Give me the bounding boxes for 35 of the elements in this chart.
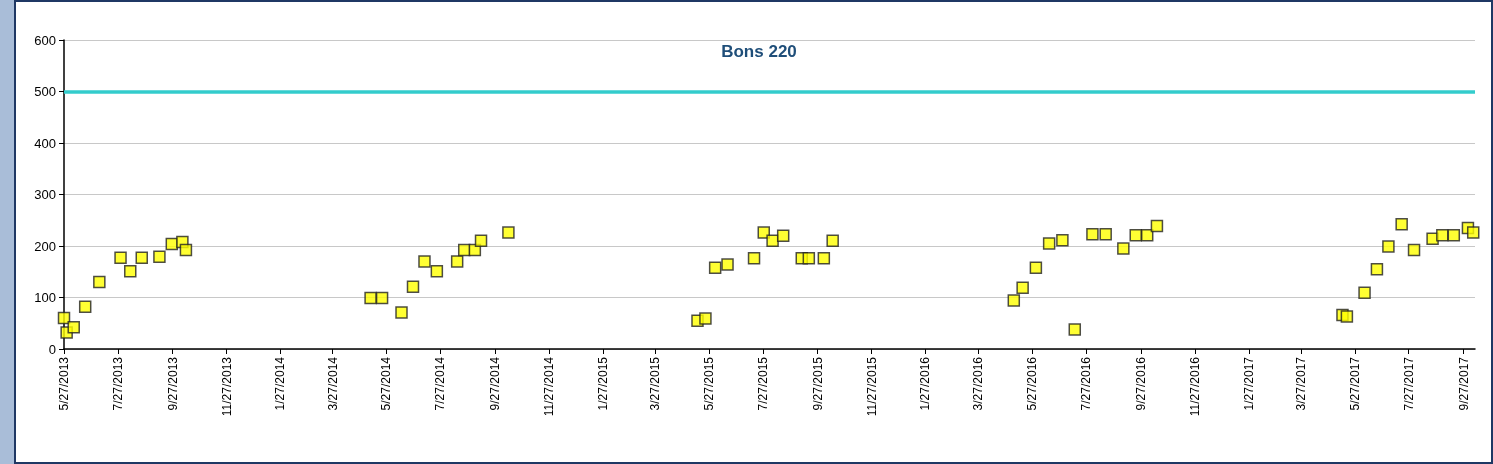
x-tick-label: 7/27/2014 [433,356,448,411]
chart-title: Bons 220 [721,42,797,61]
x-tick-label: 5/27/2016 [1025,356,1040,411]
x-tick-label: 11/27/2016 [1187,356,1202,417]
x-tick-label: 5/27/2017 [1347,356,1362,411]
x-tick-label: 5/27/2013 [57,356,71,411]
x-tick-label: 9/27/2014 [488,356,503,411]
x-tick-label: 3/27/2017 [1293,356,1308,411]
x-tick-label: 11/27/2015 [864,356,879,417]
y-tick-label: 200 [34,238,56,254]
x-tick-label: 5/27/2014 [379,356,394,411]
x-tick-label: 1/27/2017 [1241,356,1256,411]
x-tick-label: 9/27/2017 [1456,356,1471,411]
x-tick-label: 5/27/2015 [701,356,716,411]
x-tick-label: 3/27/2016 [971,356,986,411]
x-tick-label: 1/27/2016 [918,356,933,411]
x-tick-label: 9/27/2015 [810,356,825,411]
x-tick-label: 1/27/2014 [273,356,288,411]
x-tick-label: 7/27/2013 [110,356,125,411]
x-tick-label: 3/27/2015 [648,356,663,411]
x-tick-label: 7/27/2016 [1079,356,1094,411]
y-tick-label: 0 [48,341,56,357]
x-tick-label: 11/27/2013 [219,356,234,417]
y-tick-label: 600 [34,32,56,48]
x-tick-label: 3/27/2014 [325,356,340,411]
x-tick-label: 1/27/2015 [595,356,610,411]
x-tick-label: 11/27/2014 [542,356,557,417]
x-tick-label: 7/27/2015 [755,356,770,411]
y-tick-label: 400 [34,135,56,151]
x-tick-label: 9/27/2016 [1134,356,1149,411]
y-tick-label: 500 [34,84,56,99]
x-tick-label: 9/27/2013 [165,356,180,411]
x-tick-label: 7/27/2017 [1401,356,1416,411]
y-tick-label: 300 [34,187,56,202]
y-tick-label: 100 [34,290,56,305]
